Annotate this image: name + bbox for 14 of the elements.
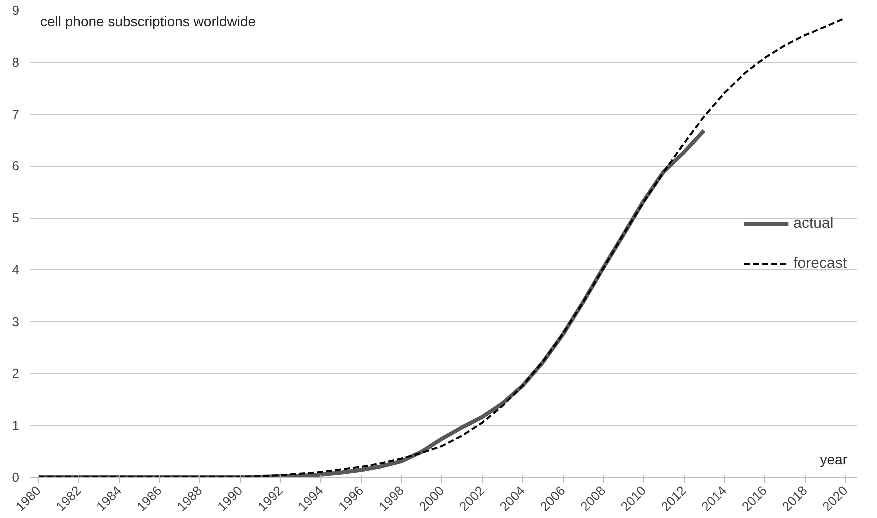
- legend-label: actual: [794, 215, 834, 232]
- y-tick-label: 7: [12, 106, 20, 122]
- y-tick-label: 9: [12, 3, 20, 18]
- y-tick-label: 1: [12, 418, 20, 434]
- legend-label: forecast: [794, 255, 847, 272]
- y-tick-label: 2: [12, 366, 20, 382]
- y-tick-label: 8: [12, 54, 20, 70]
- y-tick-label: 3: [12, 314, 20, 330]
- y-tick-label: 0: [12, 470, 20, 485]
- y-tick-label: 5: [12, 210, 20, 226]
- y-tick-label: 6: [12, 158, 20, 174]
- chart-title: cell phone subscriptions worldwide: [40, 14, 256, 30]
- x-axis-title: year: [820, 452, 848, 468]
- y-tick-label: 4: [12, 262, 20, 278]
